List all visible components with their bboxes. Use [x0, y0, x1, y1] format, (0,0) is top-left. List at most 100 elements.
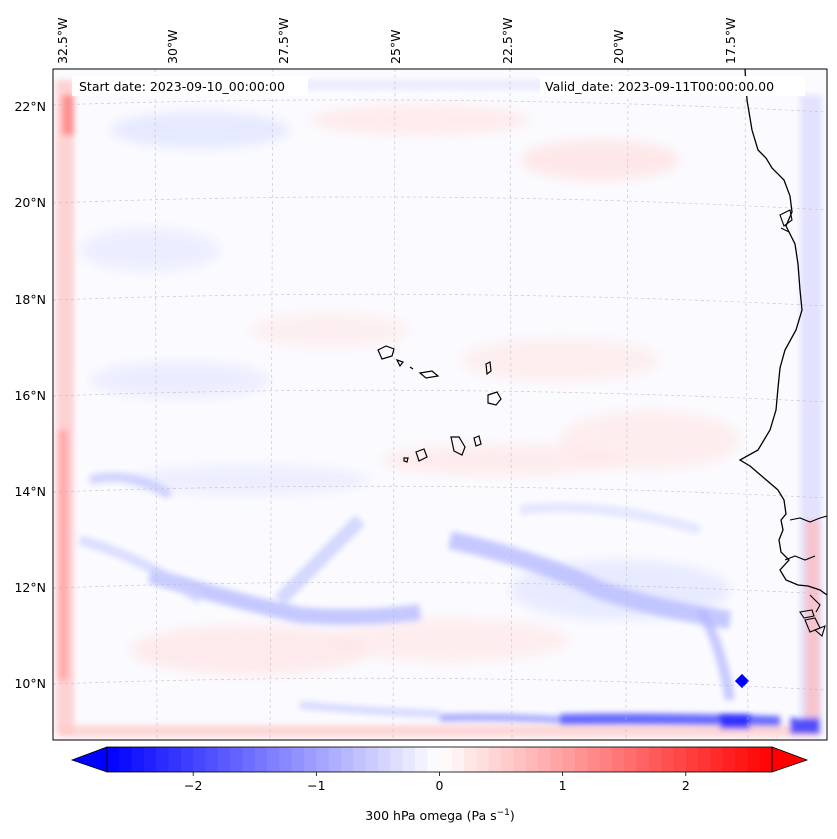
colorbar-cell [304, 747, 317, 772]
start-date-box [72, 76, 308, 96]
colorbar-cell [587, 747, 601, 772]
lon-label: 20°W [611, 29, 626, 64]
lat-label: 10°N [14, 676, 46, 691]
colorbar-cell [279, 747, 293, 772]
colorbar-cell [636, 747, 650, 772]
colorbar-tick-label: 1 [559, 778, 567, 793]
map-frame [52, 68, 828, 741]
colorbar-cell [501, 747, 514, 772]
colorbar-cell [550, 747, 564, 772]
island-boa-vista [487, 391, 502, 406]
colorbar-cell [365, 747, 379, 772]
colorbar-cell [747, 747, 761, 772]
colorbar-cell [242, 747, 256, 772]
island-santo-antao [377, 345, 395, 360]
colorbar-cell [698, 747, 712, 772]
colorbar-cell [661, 747, 675, 772]
colorbar-cell [488, 747, 502, 772]
lat-label: 18°N [14, 292, 46, 307]
longitude-labels: 32.5°W 30°W 27.5°W 25°W 22.5°W 20°W 17.5… [55, 18, 738, 64]
colorbar-extend-low [70, 746, 108, 773]
colorbar-cell [427, 747, 441, 772]
colorbar-cell [599, 747, 613, 772]
colorbar-cell [562, 747, 576, 772]
colorbar-cell [156, 747, 170, 772]
colorbar-tick-label: −1 [307, 778, 325, 793]
colorbar-cell [574, 747, 588, 772]
colorbar-cell [538, 747, 551, 772]
island-brava [403, 457, 409, 463]
omega-min-spot [734, 673, 750, 689]
colorbar-cell [291, 747, 305, 772]
colorbar-cell [673, 747, 687, 772]
island-santiago [450, 436, 466, 456]
colorbar-cell [328, 747, 342, 772]
colorbar-cell [439, 747, 453, 772]
colorbar-cell [340, 747, 354, 772]
colorbar-cell [513, 747, 527, 772]
colorbar-cell [624, 747, 638, 772]
colorbar-cell [464, 747, 478, 772]
island-santa-luzia [409, 366, 414, 370]
colorbar-cell [131, 747, 145, 772]
colorbar-tick-label: −2 [184, 778, 202, 793]
colorbar-cell [217, 747, 231, 772]
colorbar-cell [402, 747, 416, 772]
colorbar-cell [476, 747, 490, 772]
island-sal [485, 361, 492, 376]
colorbar-extend-high [771, 746, 809, 773]
edge-artifacts [56, 80, 822, 737]
colorbar-ticks: −2 −1 0 1 2 [184, 772, 690, 793]
colorbar-cell [759, 747, 773, 772]
cape-verde-islands [377, 345, 502, 463]
colorbar-tick-label: 2 [682, 778, 690, 793]
colorbar-cell [611, 747, 625, 772]
lon-label: 22.5°W [500, 18, 515, 64]
colorbar-cell [451, 747, 465, 772]
colorbar-cell [735, 747, 748, 772]
colorbar-cell [710, 747, 724, 772]
colorbar-cell [180, 747, 194, 772]
colorbar-cell [143, 747, 157, 772]
colorbar-cell [353, 747, 367, 772]
colorbar-cell [648, 747, 662, 772]
lon-label: 30°W [165, 29, 180, 64]
colorbar-cell [685, 747, 699, 772]
colorbar-cell [107, 747, 120, 772]
colorbar-cell [390, 747, 404, 772]
island-maio [473, 435, 482, 447]
colorbar-cell [377, 747, 391, 772]
latitude-labels: 22°N 20°N 18°N 16°N 14°N 12°N 10°N [14, 99, 46, 691]
colorbar-tick-label: 0 [436, 778, 444, 793]
colorbar-cells [107, 747, 773, 772]
colorbar-cell [722, 747, 736, 772]
island-sao-vicente [395, 358, 404, 368]
valid-date-label: Valid_date: 2023-09-11T00:00:00.00 [545, 79, 774, 94]
gridlines [53, 69, 827, 740]
coastline-details [779, 209, 827, 637]
colorbar: −2 −1 0 1 2 300 hPa omega (Pa s−1) [70, 746, 809, 823]
colorbar-label: 300 hPa omega (Pa s−1) [365, 808, 515, 823]
lon-label: 32.5°W [55, 18, 70, 64]
colorbar-cell [205, 747, 219, 772]
colorbar-cell [193, 747, 207, 772]
colorbar-cell [267, 747, 281, 772]
colorbar-cell [230, 747, 244, 772]
map-panel: Start date: 2023-09-10_00:00:00 Valid_da… [53, 69, 827, 740]
omega-bands [78, 472, 781, 728]
colorbar-cell [119, 747, 133, 772]
colorbar-cell [414, 747, 428, 772]
lat-label: 22°N [14, 99, 46, 114]
island-sao-nicolau [418, 370, 440, 379]
colorbar-cell [525, 747, 539, 772]
lat-label: 12°N [14, 580, 46, 595]
valid-date-box [540, 76, 805, 96]
island-fogo [415, 448, 428, 462]
lon-label: 17.5°W [723, 18, 738, 64]
start-date-label: Start date: 2023-09-10_00:00:00 [79, 79, 285, 94]
lat-label: 14°N [14, 484, 46, 499]
lat-label: 16°N [14, 388, 46, 403]
colorbar-cell [316, 747, 330, 772]
colorbar-cell [168, 747, 182, 772]
